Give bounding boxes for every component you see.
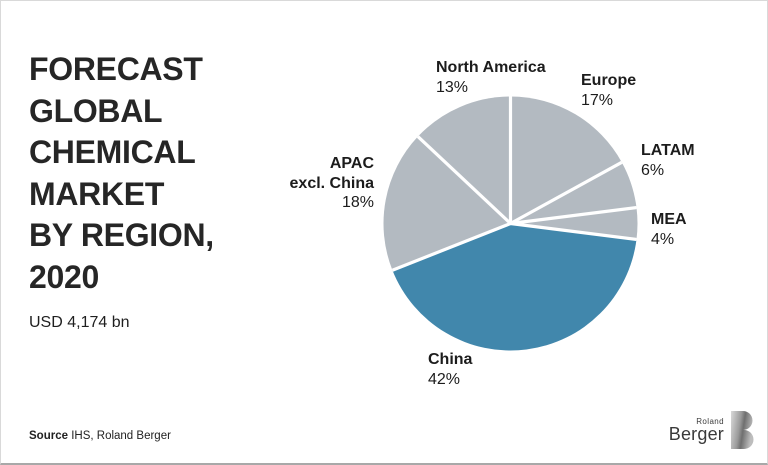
pie-label-china: China 42% xyxy=(428,350,472,389)
slice-name: APAC excl. China xyxy=(289,155,374,192)
source-label: Source xyxy=(29,430,68,442)
source-text: IHS, Roland Berger xyxy=(71,430,171,442)
slice-divider xyxy=(509,160,623,225)
pie-chart xyxy=(382,95,639,352)
pie-slice-china xyxy=(392,223,637,351)
slice-divider xyxy=(416,135,512,225)
slice-divider xyxy=(510,205,637,226)
slice-divider xyxy=(391,222,512,272)
slice-percent: 18% xyxy=(341,194,374,211)
pie-label-mea: MEA 4% xyxy=(651,210,687,249)
pie-chart-svg xyxy=(383,96,638,351)
pie-slice-europe xyxy=(510,96,622,224)
pie-slice-apac-excl-china xyxy=(383,136,511,271)
logo-wordmark: Roland Berger xyxy=(669,417,724,443)
slice-name: MEA xyxy=(651,211,687,228)
source-line: Source IHS, Roland Berger xyxy=(29,430,171,442)
pie-label-apac-excl-china: APAC excl. China 18% xyxy=(290,154,374,213)
pie-label-latam: LATAM 6% xyxy=(641,141,695,180)
slice-name: North America xyxy=(436,59,546,76)
page-title: FORECAST GLOBAL CHEMICAL MARKET BY REGIO… xyxy=(29,51,214,295)
slice-name: China xyxy=(428,351,473,368)
slice-divider xyxy=(510,221,637,242)
roland-berger-logo: Roland Berger xyxy=(669,411,754,449)
slice-percent: 6% xyxy=(641,161,665,179)
pie-slice-north-america xyxy=(417,96,511,224)
chart-total-value: USD 4,174 bn xyxy=(29,314,130,331)
logo-berger-text: Berger xyxy=(668,424,724,444)
pie-label-north-america: North America 13% xyxy=(436,58,546,97)
slice-percent: 17% xyxy=(581,91,614,109)
slice-percent: 42% xyxy=(428,370,461,388)
pie-slice-mea xyxy=(510,207,638,240)
slice-percent: 4% xyxy=(651,230,675,248)
pie-slice-latam xyxy=(510,162,637,224)
pie-label-europe: Europe 17% xyxy=(581,71,636,110)
slice-name: Europe xyxy=(581,72,637,89)
slice-name: LATAM xyxy=(641,142,695,159)
logo-roland-text: Roland xyxy=(696,417,724,426)
roland-berger-b-icon xyxy=(731,411,754,449)
slice-percent: 13% xyxy=(436,78,469,96)
